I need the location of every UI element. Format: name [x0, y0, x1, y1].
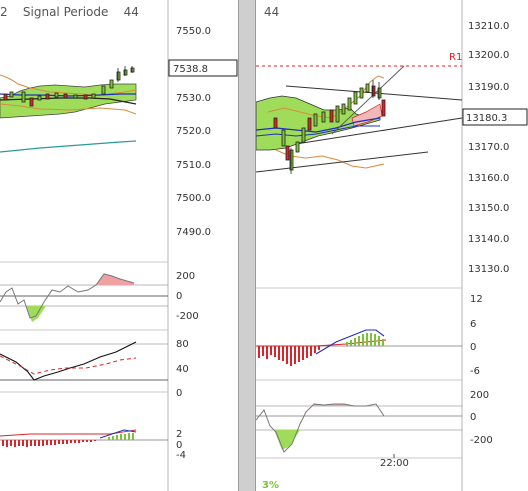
right-price-tick: 13150.0 — [468, 203, 509, 214]
right-trendline-mid — [295, 117, 463, 145]
left-ind3-tick: 0 — [176, 440, 182, 451]
left-ind3-blue-line — [99, 429, 137, 439]
right-ind2-tick: 200 — [470, 390, 489, 401]
right-price-box-label: 13180.3 — [466, 113, 507, 124]
right-chart-header: 44 — [264, 5, 279, 19]
left-header-label: Signal Periode — [22, 5, 109, 19]
left-price-tick: 7500.0 — [176, 193, 211, 204]
right-ind1-histogram — [258, 333, 384, 366]
left-ind1-tick: -200 — [176, 311, 199, 322]
right-trendline-diagonal — [331, 65, 405, 135]
left-price-tick: 7530.0 — [176, 93, 211, 104]
left-ma-blue — [0, 93, 136, 97]
right-price-tick: 13200.0 — [468, 50, 509, 61]
right-trendline-lower — [256, 151, 429, 173]
left-price-tick: 7520.0 — [176, 126, 211, 137]
left-header-value: 44 — [123, 5, 139, 19]
left-chart-panel[interactable]: 7550.0 7530.0 7520.0 7510.0 7500.0 7490.… — [0, 0, 238, 491]
right-price-tick: 13170.0 — [468, 142, 509, 153]
panel-divider[interactable] — [238, 0, 256, 491]
right-header-value: 44 — [264, 5, 280, 19]
left-green-band — [0, 83, 137, 119]
left-ind2-tick: 80 — [176, 339, 189, 350]
right-candles — [273, 80, 386, 174]
right-price-tick: 13130.0 — [468, 264, 509, 275]
right-ma-blue-2 — [256, 125, 380, 137]
left-ind2-tick: 0 — [176, 388, 182, 399]
right-price-tick: 13140.0 — [468, 234, 509, 245]
right-ind2-line — [256, 403, 385, 453]
left-price-tick: 7490.0 — [176, 227, 211, 238]
right-footer-pct: 3% — [262, 480, 279, 491]
right-ind2-green-area — [274, 430, 300, 450]
left-price-tick: 7550.0 — [176, 26, 211, 37]
left-ind1-red-area — [96, 274, 134, 285]
left-price-box — [168, 59, 238, 77]
left-ind3-histogram — [2, 433, 134, 447]
right-ind2-tick: 0 — [470, 412, 476, 423]
right-price-tick: 13210.0 — [468, 21, 509, 32]
left-price-tick: 7510.0 — [176, 160, 211, 171]
left-chart-svg: 7550.0 7530.0 7520.0 7510.0 7500.0 7490.… — [0, 0, 238, 491]
left-price-box-label: 7538.8 — [173, 64, 208, 75]
left-ind1-tick: 200 — [176, 271, 195, 282]
right-ind1-tick: 6 — [470, 319, 476, 330]
left-candles — [3, 66, 135, 107]
right-ind1-tick: 12 — [470, 294, 483, 305]
left-ind3-tick: -4 — [176, 450, 186, 461]
right-price-tick: 13190.0 — [468, 82, 509, 93]
left-ma-teal — [0, 140, 137, 153]
left-ma-orange-lower — [0, 103, 137, 115]
right-ma-orange-upper — [267, 75, 385, 119]
right-chart-panel[interactable]: R1 — [256, 0, 528, 491]
left-ind3-tick: 2 — [176, 429, 182, 440]
right-price-tick: 13160.0 — [468, 173, 509, 184]
right-ind1-tick: 0 — [470, 342, 476, 353]
right-ind1-blue-line — [315, 329, 385, 355]
left-header-period-fragment: 2 — [0, 5, 8, 19]
left-ind2-tick: 40 — [176, 364, 189, 375]
right-r1-label: R1 — [449, 52, 462, 63]
left-ma-orange-upper — [0, 74, 137, 96]
left-ind2-black-line — [0, 341, 137, 381]
left-ind1-line — [0, 273, 135, 319]
right-price-box — [462, 108, 528, 126]
right-ind1-tick: -6 — [470, 366, 480, 377]
left-ind2-red-dash — [0, 355, 137, 375]
right-chart-svg: R1 — [256, 0, 528, 491]
left-chart-header: 2 Signal Periode 44 — [0, 5, 139, 19]
right-ind2-tick: -200 — [470, 435, 493, 446]
left-ind1-tick: 0 — [176, 291, 182, 302]
right-time-label: 22:00 — [380, 458, 409, 469]
